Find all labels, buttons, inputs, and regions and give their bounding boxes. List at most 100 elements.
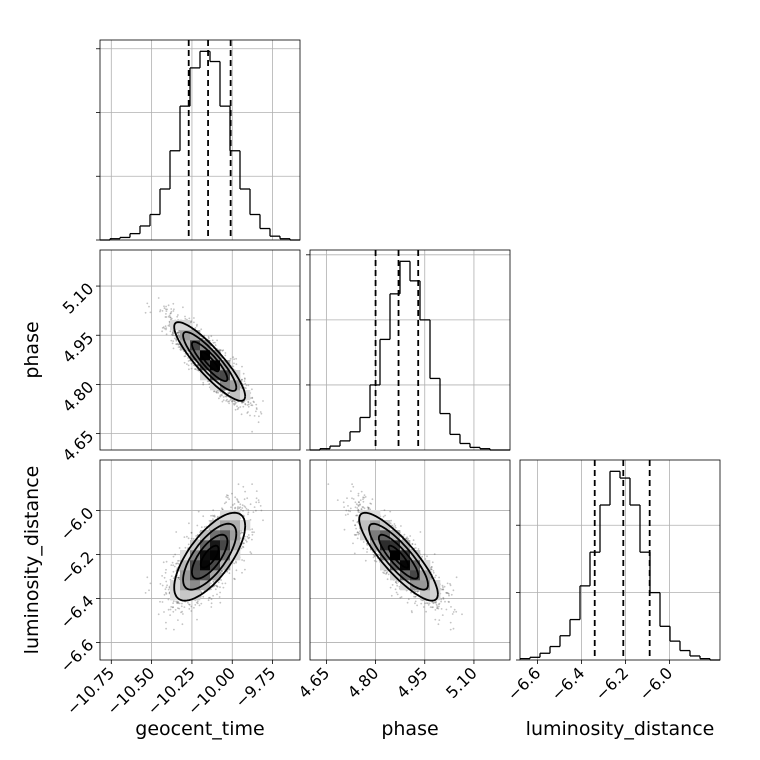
scatter-point-geocent-time-luminosity-distance-1709 xyxy=(245,539,247,542)
scatter-point-geocent-time-luminosity-distance-1183 xyxy=(180,605,183,608)
scatter-point-geocent-time-phase-2587 xyxy=(184,318,187,320)
scatter-point-geocent-time-phase-2063 xyxy=(237,407,240,409)
scatter-point-geocent-time-phase-293 xyxy=(247,384,250,387)
scatter-point-geocent-time-phase-418 xyxy=(247,403,250,406)
scatter-point-geocent-time-phase-399 xyxy=(182,306,184,309)
scatter-point-geocent-time-luminosity-distance-1283 xyxy=(212,509,215,512)
scatter-point-geocent-time-phase-1655 xyxy=(216,339,219,342)
scatter-point-geocent-time-phase-802 xyxy=(178,331,181,334)
scatter-point-geocent-time-luminosity-distance-255 xyxy=(157,613,160,616)
scatter-point-geocent-time-phase-828 xyxy=(243,386,246,389)
scatter-point-geocent-time-phase-1003 xyxy=(221,400,224,403)
scatter-point-geocent-time-phase-715 xyxy=(228,402,231,405)
scatter-point-geocent-time-phase-1929 xyxy=(148,305,150,308)
scatter-point-geocent-time-luminosity-distance-1660 xyxy=(220,579,223,581)
quantile-lines-geocent-time xyxy=(187,40,232,240)
scatter-point-geocent-time-luminosity-distance-1292 xyxy=(231,492,233,495)
scatter-point-geocent-time-phase-1709 xyxy=(245,387,247,390)
scatter-point-geocent-time-phase-1126 xyxy=(246,404,249,406)
scatter-point-geocent-time-phase-1896 xyxy=(241,365,243,368)
scatter-point-geocent-time-phase-1885 xyxy=(255,408,258,410)
scatter-point-geocent-time-phase-2167 xyxy=(159,309,162,311)
scatter-point-geocent-time-luminosity-distance-2040 xyxy=(202,595,205,598)
scatter-point-geocent-time-luminosity-distance-392 xyxy=(211,514,214,517)
scatter-point-geocent-time-phase-2459 xyxy=(235,357,238,360)
scatter-point-geocent-time-luminosity-distance-1600 xyxy=(170,606,173,608)
scatter-point-geocent-time-luminosity-distance-1800 xyxy=(251,531,254,534)
scatter-point-geocent-time-phase-847 xyxy=(249,402,252,405)
scatter-point-geocent-time-phase-1135 xyxy=(170,317,173,320)
scatter-point-geocent-time-luminosity-distance-1288 xyxy=(197,510,200,513)
scatter-point-geocent-time-luminosity-distance-847 xyxy=(249,503,252,506)
scatter-point-geocent-time-phase-675 xyxy=(245,384,248,387)
scatter-point-geocent-time-luminosity-distance-1446 xyxy=(236,498,238,500)
scatter-point-geocent-time-phase-1099 xyxy=(200,328,203,331)
scatter-point-geocent-time-phase-1262 xyxy=(252,400,255,403)
scatter-point-geocent-time-phase-1472 xyxy=(225,395,228,398)
scatter-point-geocent-time-luminosity-distance-1148 xyxy=(188,608,191,610)
scatter-point-geocent-time-luminosity-distance-563 xyxy=(198,604,201,607)
scatter-point-geocent-time-phase-2370 xyxy=(208,337,210,339)
scatter-point-geocent-time-phase-1266 xyxy=(173,308,175,311)
scatter-point-geocent-time-phase-2142 xyxy=(229,357,232,360)
scatter-point-geocent-time-phase-864 xyxy=(222,399,225,401)
scatter-point-geocent-time-luminosity-distance-2134 xyxy=(249,551,252,553)
scatter-point-geocent-time-phase-552 xyxy=(163,307,166,310)
scatter-point-geocent-time-luminosity-distance-979 xyxy=(219,601,222,604)
scatter-point-geocent-time-phase-0 xyxy=(258,415,260,418)
scatter-point-geocent-time-luminosity-distance-1987 xyxy=(241,507,244,509)
scatter-point-geocent-time-luminosity-distance-1556 xyxy=(190,537,193,540)
scatter-point-geocent-time-phase-2416 xyxy=(183,361,186,364)
scatter-point-geocent-time-luminosity-distance-552 xyxy=(163,593,166,596)
scatter-point-geocent-time-luminosity-distance-891 xyxy=(251,533,254,536)
scatter-point-geocent-time-phase-2261 xyxy=(165,305,168,308)
scatter-point-geocent-time-luminosity-distance-1046 xyxy=(235,569,238,572)
scatter-point-geocent-time-phase-299 xyxy=(222,396,225,398)
scatter-point-geocent-time-phase-1484 xyxy=(177,334,180,337)
scatter-point-geocent-time-luminosity-distance-1915 xyxy=(159,600,161,603)
scatter-point-geocent-time-phase-1141 xyxy=(218,397,220,400)
scatter-point-geocent-time-phase-2248 xyxy=(165,333,168,336)
scatter-point-geocent-time-luminosity-distance-995 xyxy=(255,497,258,500)
scatter-point-geocent-time-phase-2253 xyxy=(219,394,222,397)
scatter-point-geocent-time-luminosity-distance-1007 xyxy=(170,564,173,566)
scatter-point-geocent-time-phase-363 xyxy=(175,338,178,341)
scatter-point-geocent-time-luminosity-distance-422 xyxy=(234,578,236,581)
scatter-point-geocent-time-luminosity-distance-2148 xyxy=(149,582,152,585)
scatter-point-geocent-time-phase-1151 xyxy=(193,321,195,324)
scatter-point-geocent-time-phase-2160 xyxy=(193,317,195,319)
scatter-point-geocent-time-luminosity-distance-248 xyxy=(241,504,244,507)
scatter-point-geocent-time-phase-1292 xyxy=(231,400,233,403)
scatter-point-geocent-time-phase-821 xyxy=(172,332,175,335)
scatter-point-geocent-time-luminosity-distance-126 xyxy=(165,621,167,624)
scatter-point-geocent-time-luminosity-distance-352 xyxy=(212,518,214,520)
scatter-point-geocent-time-luminosity-distance-448 xyxy=(174,553,177,556)
scatter-point-geocent-time-luminosity-distance-459 xyxy=(218,596,221,598)
scatter-point-geocent-time-luminosity-distance-1619 xyxy=(207,599,210,602)
scatter-point-geocent-time-luminosity-distance-2067 xyxy=(202,515,205,518)
scatter-point-geocent-time-luminosity-distance-1542 xyxy=(175,531,178,533)
scatter-point-geocent-time-phase-1962 xyxy=(168,314,171,317)
scatter-point-geocent-time-luminosity-distance-1192 xyxy=(210,606,213,608)
scatter-point-geocent-time-phase-1124 xyxy=(177,346,180,348)
scatter-point-geocent-time-luminosity-distance-2140 xyxy=(255,509,257,512)
scatter-point-geocent-time-luminosity-distance-1644 xyxy=(214,588,217,591)
scatter-point-geocent-time-phase-656 xyxy=(234,403,237,405)
scatter-point-geocent-time-phase-1882 xyxy=(224,354,227,357)
scatter-point-geocent-time-phase-295 xyxy=(244,378,246,380)
scatter-point-geocent-time-phase-346 xyxy=(172,334,174,337)
scatter-point-geocent-time-luminosity-distance-76 xyxy=(187,543,190,546)
scatter-point-geocent-time-phase-2056 xyxy=(176,342,179,345)
scatter-point-geocent-time-luminosity-distance-508 xyxy=(167,598,170,601)
scatter-point-geocent-time-phase-172 xyxy=(233,362,235,365)
scatter-point-geocent-time-luminosity-distance-2018 xyxy=(190,531,193,534)
scatter-point-geocent-time-phase-2140 xyxy=(255,410,257,413)
scatter-point-geocent-time-luminosity-distance-1896 xyxy=(241,571,243,574)
panel-geocent-time-histogram xyxy=(96,39,301,241)
scatter-point-geocent-time-phase-834 xyxy=(172,310,175,312)
scatter-point-geocent-time-phase-895 xyxy=(190,321,192,323)
scatter-point-geocent-time-phase-501 xyxy=(176,315,179,318)
scatter-point-geocent-time-luminosity-distance-1530 xyxy=(172,564,175,567)
scatter-point-geocent-time-luminosity-distance-1871 xyxy=(172,610,175,613)
scatter-point-geocent-time-luminosity-distance-2059 xyxy=(251,528,254,531)
